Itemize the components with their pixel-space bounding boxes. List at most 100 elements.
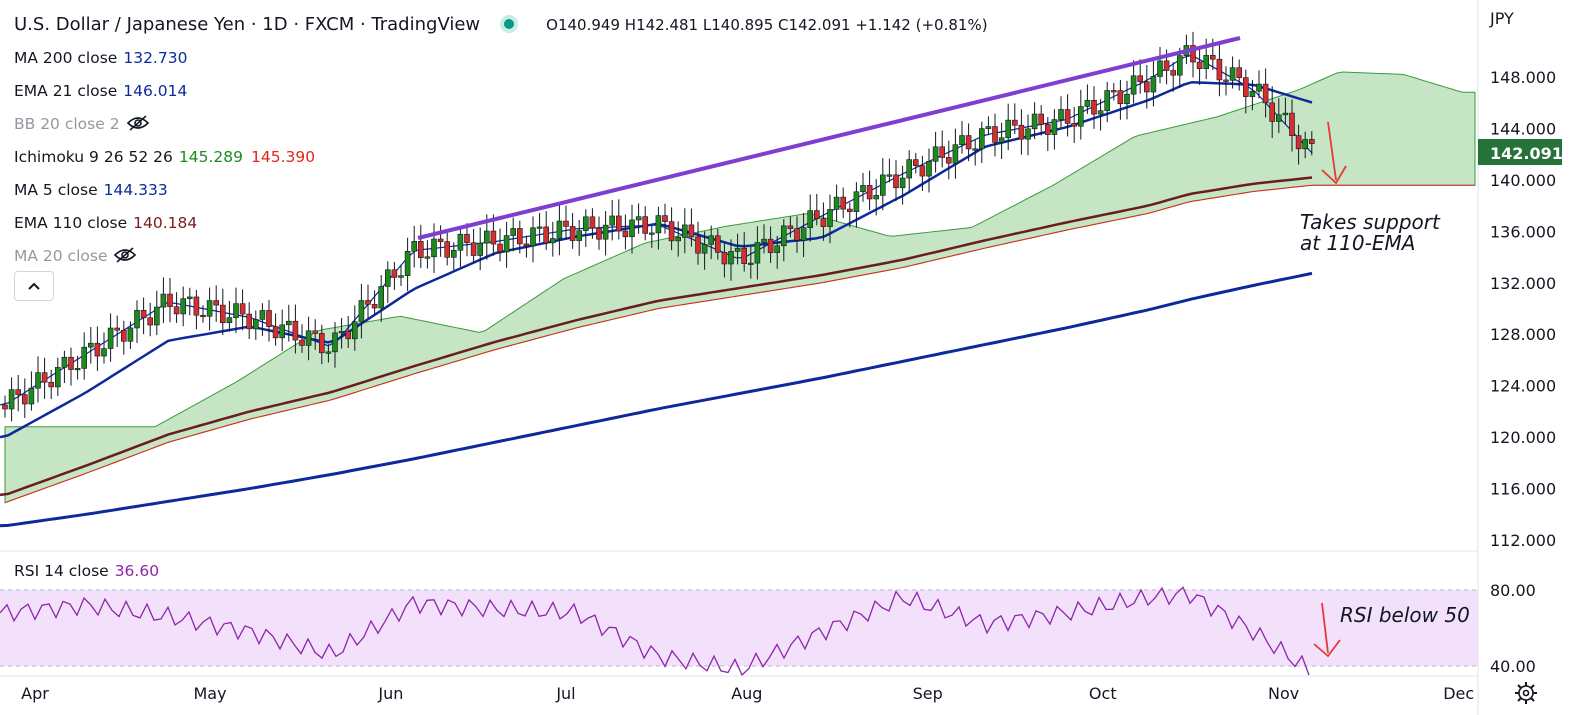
- candle-body: [1150, 76, 1157, 93]
- price-tick-label: 148.000: [1490, 68, 1556, 87]
- rsi-line: [0, 586, 1310, 677]
- low-value: 140.895: [711, 16, 774, 34]
- candle-body: [213, 300, 219, 306]
- currency-label[interactable]: JPY: [1489, 9, 1514, 28]
- candle-body: [563, 220, 569, 227]
- candle-body: [497, 243, 503, 253]
- candle-body: [516, 228, 523, 245]
- candle-body: [708, 235, 715, 245]
- candle-body: [61, 356, 68, 368]
- indicator-legend: U.S. Dollar / Japanese Yen · 1D · FXCM ·…: [14, 8, 988, 273]
- candle-body: [1196, 61, 1203, 70]
- candle-body: [127, 327, 134, 342]
- open-value: 140.949: [557, 16, 620, 34]
- candle-body: [1038, 113, 1044, 125]
- candle-body: [1210, 55, 1216, 60]
- candle-body: [998, 137, 1005, 143]
- candle-body: [292, 320, 299, 341]
- candle-body: [358, 300, 365, 323]
- time-tick-label: Nov: [1268, 684, 1299, 703]
- candle-body: [1078, 106, 1084, 127]
- candle-body: [754, 242, 761, 264]
- eye-hidden-icon[interactable]: [126, 115, 150, 131]
- rsi-tick-label: 80.00: [1490, 581, 1536, 600]
- high-value: 142.481: [636, 16, 699, 34]
- rsi-tick-label: 40.00: [1490, 657, 1536, 676]
- candle-body: [424, 256, 431, 259]
- candle-body: [1064, 109, 1071, 124]
- candle-body: [813, 210, 820, 220]
- candle-body: [404, 251, 411, 276]
- symbol-title[interactable]: U.S. Dollar / Japanese Yen · 1D · FXCM ·…: [14, 14, 481, 35]
- legend-ma200[interactable]: MA 200 close 132.730: [14, 49, 188, 67]
- candle-body: [932, 146, 939, 162]
- candle-body: [1282, 112, 1289, 116]
- chevron-up-icon: [28, 282, 40, 290]
- candle-body: [556, 220, 563, 239]
- rsi-legend[interactable]: RSI 14 close 36.60: [14, 562, 160, 580]
- candle-body: [1124, 93, 1130, 105]
- candle-body: [1177, 55, 1183, 76]
- candle-body: [1163, 60, 1170, 71]
- candle-body: [919, 165, 926, 177]
- rsi-axis[interactable]: 80.00 40.00: [1490, 581, 1536, 676]
- candle-body: [444, 241, 451, 258]
- settings-gear-icon[interactable]: [1515, 682, 1537, 704]
- candle-body: [1157, 60, 1163, 77]
- candle-body: [596, 227, 602, 240]
- candle-body: [774, 245, 781, 253]
- candle-body: [1269, 102, 1275, 122]
- candle-body: [332, 332, 338, 353]
- candle-body: [266, 310, 272, 327]
- ema110-value: 140.184: [133, 214, 198, 232]
- legend-bb20[interactable]: BB 20 close 2: [14, 108, 988, 141]
- candle-body: [107, 327, 114, 349]
- candle-body: [780, 225, 787, 247]
- candle-body: [530, 227, 536, 247]
- candle-body: [503, 235, 510, 253]
- candle-body: [180, 298, 186, 315]
- legend-ma5[interactable]: MA 5 close 144.333: [14, 181, 168, 199]
- legend-ema21[interactable]: EMA 21 close 146.014: [14, 82, 188, 100]
- candle-body: [741, 247, 748, 264]
- legend-ma20[interactable]: MA 20 close: [14, 240, 988, 273]
- candle-body: [635, 216, 642, 221]
- candle-body: [384, 269, 391, 287]
- candle-body: [28, 387, 35, 405]
- candle-body: [477, 242, 484, 256]
- candle-body: [800, 227, 807, 241]
- close-value: 142.091: [788, 16, 851, 34]
- collapse-legend-button[interactable]: [14, 271, 54, 301]
- candle-body: [279, 324, 286, 339]
- candle-body: [899, 177, 906, 189]
- trendline[interactable]: [417, 36, 1241, 240]
- candle-body: [226, 317, 233, 324]
- time-axis[interactable]: Apr May Jun Jul Aug Sep Oct Nov Dec: [21, 684, 1474, 703]
- candle-body: [378, 286, 385, 309]
- candle-body: [1031, 113, 1038, 130]
- candle-body: [886, 174, 893, 177]
- candle-body: [483, 230, 490, 244]
- candle-body: [992, 126, 998, 143]
- legend-ichimoku[interactable]: Ichimoku 9 26 52 26 145.289 145.390: [14, 148, 316, 166]
- candle-body: [193, 296, 200, 316]
- time-tick-label: Apr: [21, 684, 49, 703]
- candle-body: [35, 372, 41, 389]
- candle-body: [54, 367, 61, 388]
- candle-body: [1262, 83, 1269, 104]
- candle-body: [81, 346, 87, 369]
- candle-body: [74, 368, 81, 371]
- eye-hidden-icon[interactable]: [113, 247, 137, 263]
- candle-body: [437, 238, 444, 242]
- candle-body: [569, 226, 576, 241]
- candle-body: [1091, 99, 1097, 115]
- time-tick-label: Oct: [1089, 684, 1117, 703]
- candle-body: [668, 221, 675, 242]
- price-tick-label: 120.000: [1490, 428, 1556, 447]
- candle-body: [648, 232, 655, 235]
- candle-body: [114, 327, 120, 331]
- legend-ema110[interactable]: EMA 110 close 140.184: [14, 214, 198, 232]
- price-axis[interactable]: 148.000 144.000 140.000 136.000 132.000 128.0…: [1490, 68, 1556, 550]
- candle-body: [820, 218, 827, 227]
